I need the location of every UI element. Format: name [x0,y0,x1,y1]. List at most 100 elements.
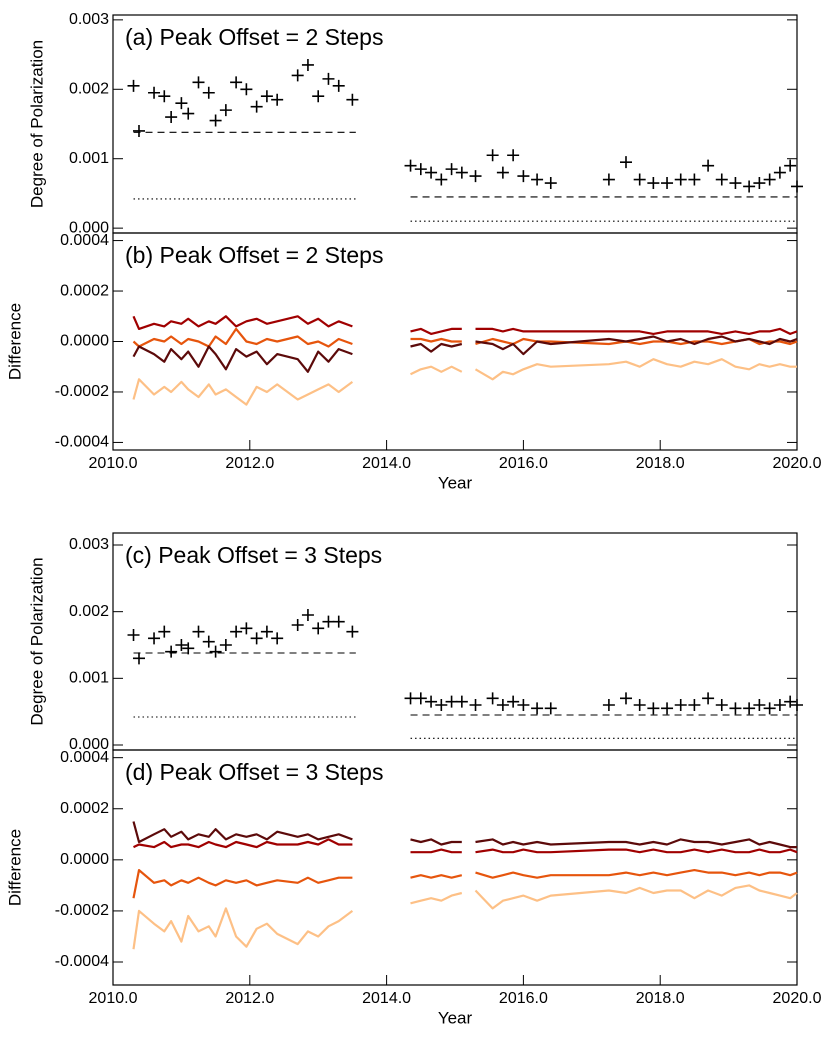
data-point [158,90,171,103]
data-point [312,622,325,635]
data-point [496,699,509,711]
y-tick-label: 0.0002 [60,282,109,299]
data-point [661,702,674,715]
data-point [175,639,188,651]
data-point [260,90,273,103]
x-tick-label: 2014.0 [362,990,411,1007]
data-point [455,166,468,179]
data-point [445,163,458,176]
data-point [544,702,557,715]
panel-title: (d) Peak Offset = 3 Steps [125,759,383,785]
data-point [230,76,243,89]
data-point [688,699,701,711]
data-point [182,642,195,655]
x-tick-label: 2010.0 [89,455,138,472]
data-point [763,702,776,715]
data-point [674,699,687,711]
data-point [165,111,178,124]
data-point [132,124,145,137]
x-tick-label: 2014.0 [362,455,411,472]
y-tick-label: 0.0000 [60,851,109,868]
data-point [240,622,253,635]
x-tick-label: 2016.0 [499,455,548,472]
data-line [132,821,797,849]
y-axis-label: Difference [5,303,24,380]
data-point [165,645,178,658]
data-point [496,166,509,179]
data-point [301,609,314,621]
x-tick-label: 2010.0 [89,990,138,1007]
data-point [148,632,161,645]
y-axis-label: Degree of Polarization [27,40,46,208]
data-point [209,645,222,658]
y-tick-label: 0.002 [69,603,109,620]
data-point [661,177,674,190]
data-point [192,76,205,89]
data-point [531,173,544,186]
y-tick-label: 0.0000 [60,333,109,350]
data-point [202,635,215,648]
data-point [674,173,687,186]
data-point [148,86,161,99]
y-tick-label: -0.0004 [55,434,109,451]
data-point [240,83,253,96]
data-point [743,180,756,193]
panel-title: (b) Peak Offset = 2 Steps [125,242,383,268]
x-tick-label: 2020.0 [773,455,822,472]
data-point [127,79,140,92]
y-tick-label: 0.001 [69,670,109,687]
data-point [230,625,243,638]
data-point [271,632,284,645]
data-line [132,315,798,335]
y-axis-label: Degree of Polarization [27,557,46,725]
data-point [620,692,632,705]
data-point [753,699,766,711]
data-point [202,86,215,99]
x-tick-label: 2012.0 [225,455,274,472]
y-tick-label: 0.003 [69,536,109,553]
y-tick-label: 0.003 [69,11,109,28]
data-point [647,702,660,715]
x-tick-label: 2018.0 [636,990,685,1007]
data-point [633,699,646,711]
y-axis-label: Difference [5,829,24,906]
plot-frame [112,749,798,986]
data-point [763,173,776,186]
panel-title: (a) Peak Offset = 2 Steps [125,24,383,50]
data-point [219,639,232,651]
x-tick-label: 2016.0 [499,990,548,1007]
data-point [620,156,632,169]
data-point [455,695,468,708]
data-point [773,699,786,711]
data-point [531,702,544,715]
data-point [209,114,222,127]
data-point [182,107,195,120]
x-axis-label: Year [438,473,473,492]
data-point [507,149,520,162]
data-point [602,173,615,186]
data-point [260,625,273,638]
data-point [702,159,715,172]
data-point [469,699,482,711]
data-point [702,692,715,705]
data-line [132,358,797,406]
data-point [291,619,304,631]
data-point [175,97,188,110]
data-point [414,692,427,705]
data-point [517,170,530,183]
data-point [602,699,615,711]
y-tick-label: 0.002 [69,81,109,98]
data-point [219,104,232,117]
data-point [507,695,520,708]
data-point [346,625,359,638]
data-point [715,699,728,711]
data-point [250,100,263,113]
data-point [486,149,499,162]
x-tick-label: 2020.0 [773,990,822,1007]
data-point [271,93,284,106]
data-point [773,166,786,179]
panel-title: (c) Peak Offset = 3 Steps [125,542,382,568]
data-point [312,90,325,103]
y-tick-label: -0.0002 [55,383,109,400]
data-point [753,177,766,190]
